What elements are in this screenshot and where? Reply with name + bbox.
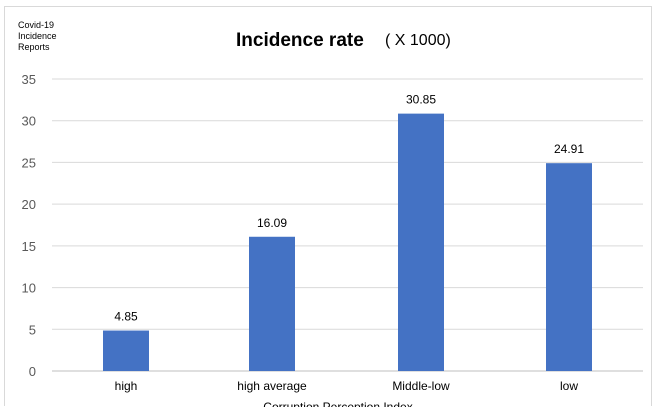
corner-label-text: Covid-19 Incidence Reports bbox=[18, 20, 57, 52]
x-tick-label: Middle-low bbox=[392, 379, 450, 393]
data-label: 24.91 bbox=[554, 142, 584, 156]
y-axis-corner-label: Covid-19 Incidence Reports bbox=[18, 20, 78, 53]
y-tick-label: 10 bbox=[22, 281, 36, 296]
bar bbox=[398, 113, 444, 371]
chart-title: Incidence rate bbox=[236, 30, 364, 51]
data-label: 16.09 bbox=[257, 216, 287, 230]
x-tick-label: high average bbox=[237, 379, 307, 393]
bar bbox=[103, 330, 149, 371]
chart-subtitle: ( X 1000) bbox=[385, 32, 451, 49]
x-tick-label: high bbox=[115, 379, 138, 393]
chart-frame bbox=[4, 6, 652, 406]
bar bbox=[546, 163, 592, 371]
x-tick-label: low bbox=[560, 379, 578, 393]
y-tick-label: 35 bbox=[22, 72, 36, 87]
bar bbox=[249, 236, 295, 371]
y-tick-label: 30 bbox=[22, 114, 36, 129]
y-tick-label: 15 bbox=[22, 239, 36, 254]
y-tick-label: 20 bbox=[22, 197, 36, 212]
y-tick-label: 25 bbox=[22, 155, 36, 170]
x-axis-title: Corruption Perception Index bbox=[263, 400, 412, 407]
y-tick-label: 0 bbox=[29, 364, 36, 379]
y-tick-label: 5 bbox=[29, 322, 36, 337]
data-label: 4.85 bbox=[114, 310, 138, 324]
data-label: 30.85 bbox=[406, 93, 436, 107]
